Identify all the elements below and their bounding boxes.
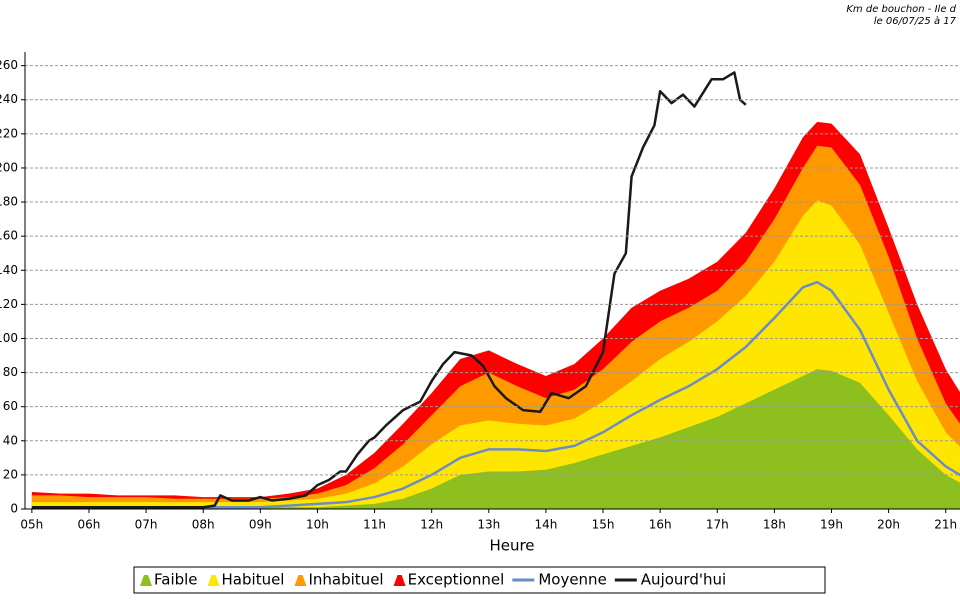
legend-label: Faible (154, 571, 198, 589)
legend-swatch (294, 575, 307, 586)
y-tick-label: 40 (3, 433, 18, 447)
y-tick-label: 80 (3, 365, 18, 379)
y-tick-label: 240 (0, 92, 18, 106)
y-tick-label: 180 (0, 195, 18, 209)
legend-box (133, 566, 826, 594)
x-tick-label: 05h (20, 518, 43, 532)
chart-subtitle: le 06/07/25 à 17 (874, 15, 957, 27)
x-tick-label: 06h (78, 518, 101, 532)
legend-label: Exceptionnel (408, 571, 505, 589)
y-tick-label: 0 (10, 502, 18, 516)
x-tick-label: 08h (192, 518, 215, 532)
legend-swatch (207, 575, 220, 586)
chart-title: Km de bouchon - Ile d (846, 4, 956, 15)
x-tick-label: 18h (763, 518, 786, 532)
x-tick-label: 13h (477, 518, 500, 532)
x-tick-label: 11h (363, 518, 386, 532)
x-tick-label: 07h (135, 518, 158, 532)
x-tick-label: 21h (934, 518, 957, 532)
legend-swatch (393, 575, 406, 586)
x-axis-label: Heure (489, 537, 534, 555)
y-tick-label: 160 (0, 229, 18, 243)
x-tick-label: 15h (592, 518, 615, 532)
y-tick-label: 100 (0, 331, 18, 345)
x-tick-label: 09h (249, 518, 272, 532)
y-tick-label: 120 (0, 297, 18, 311)
line (31, 71, 747, 509)
y-tick-label: 140 (0, 263, 18, 277)
x-tick-label: 10h (306, 518, 329, 532)
x-tick-label: 16h (649, 518, 672, 532)
y-tick-label: 260 (0, 58, 18, 72)
legend-label: Inhabituel (308, 571, 383, 589)
x-tick-label: 19h (820, 518, 843, 532)
y-tick-label: 60 (3, 399, 18, 413)
x-tick-label: 20h (877, 518, 900, 532)
legend-swatch (140, 575, 152, 586)
area (31, 369, 960, 509)
x-tick-label: 17h (706, 518, 729, 532)
legend-label: Moyenne (538, 571, 606, 589)
x-tick-label: 12h (420, 518, 443, 532)
legend-label: Habituel (222, 571, 285, 589)
y-tick-label: 200 (0, 160, 18, 174)
y-tick-label: 20 (3, 467, 18, 481)
legend-label: Aujourd'hui (641, 571, 726, 589)
y-tick-label: 220 (0, 126, 18, 140)
x-tick-label: 14h (534, 518, 557, 532)
plot-area (31, 71, 960, 509)
